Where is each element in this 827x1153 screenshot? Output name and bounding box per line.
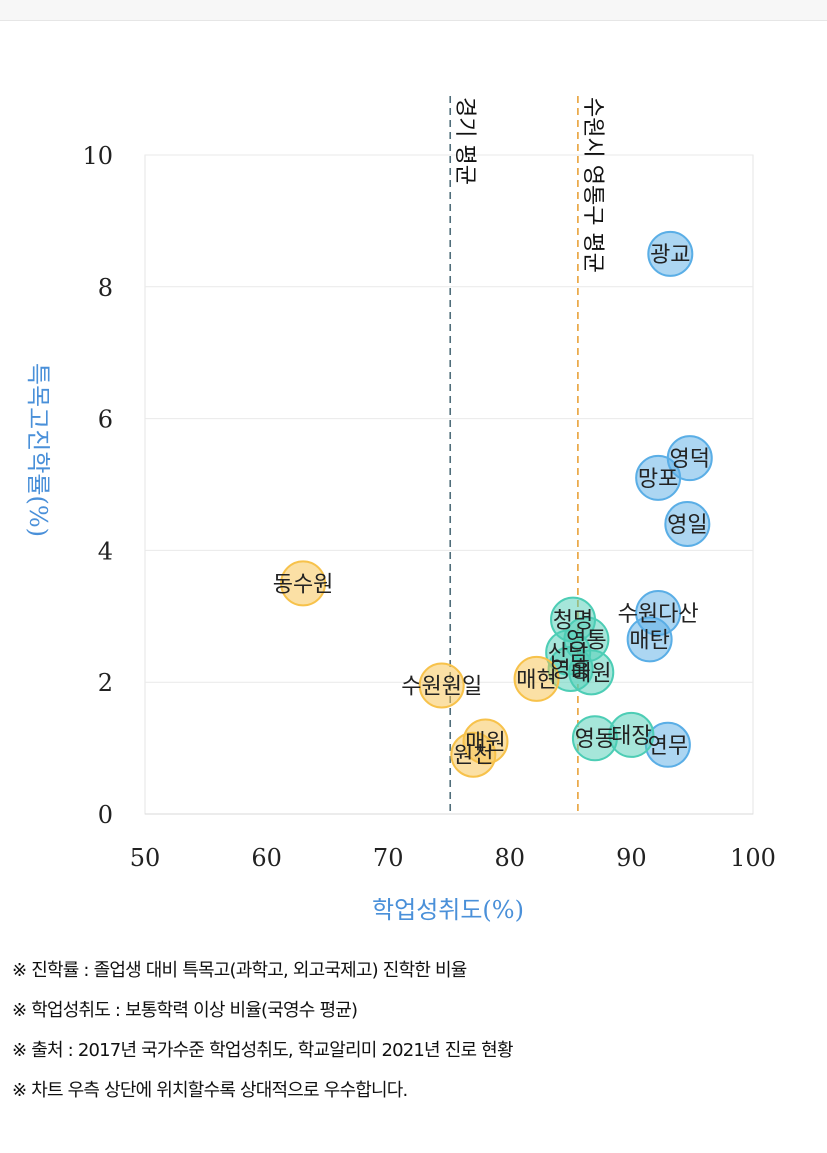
y-tick-label: 10 — [82, 142, 113, 170]
data-point-label: 영통 — [566, 628, 606, 653]
y-tick-label: 6 — [98, 406, 113, 434]
data-point-label: 매원 — [571, 661, 611, 686]
notes: ※ 진학률 : 졸업생 대비 특목고(과학고, 외고국제고) 진학한 비율 ※ … — [12, 958, 812, 1118]
data-point-label: 영덕 — [670, 447, 710, 472]
data-point-label: 연무 — [648, 734, 688, 759]
data-point-label: 원천 — [453, 744, 493, 769]
x-tick-label: 50 — [130, 844, 161, 872]
data-point-label: 매원 — [465, 731, 505, 756]
x-tick-label: 100 — [730, 844, 776, 872]
data-point — [647, 230, 694, 277]
data-point — [626, 616, 673, 663]
note-3: ※ 출처 : 2017년 국가수준 학업성취도, 학교알리미 2021년 진로 … — [12, 1040, 514, 1061]
x-tick-label: 80 — [495, 844, 526, 872]
data-point-label: 태장 — [611, 724, 651, 749]
data-point — [418, 662, 465, 709]
data-point-label: 망포 — [638, 467, 678, 492]
y-tick-label: 8 — [98, 274, 113, 302]
note-2: ※ 학업성취도 : 보통학력 이상 비율(국영수 평균) — [12, 1000, 358, 1021]
note-1: ※ 진학률 : 졸업생 대비 특목고(과학고, 외고국제고) 진학한 비율 — [12, 960, 467, 981]
y-tick-label: 0 — [98, 801, 113, 829]
data-point-label: 수원다산 — [618, 602, 699, 627]
data-point-label: 영동 — [575, 727, 615, 752]
data-point-label: 수원원일 — [401, 674, 482, 699]
axis-ticks: 0 2 4 6 8 10 50 60 70 80 90 100 — [82, 142, 775, 872]
data-point — [280, 560, 327, 607]
data-point-label: 영일 — [667, 513, 707, 538]
x-tick-label: 70 — [373, 844, 404, 872]
data-point-label: 매탄 — [629, 628, 669, 653]
y-axis-label: 특목고진학률(%) — [24, 363, 52, 537]
x-tick-label: 60 — [251, 844, 282, 872]
y-tick-label: 2 — [98, 669, 113, 697]
data-point — [608, 711, 655, 758]
data-point — [450, 731, 497, 778]
data-point — [568, 649, 615, 696]
data-point — [664, 501, 711, 548]
reference-line-label: 경기 평균 — [452, 97, 477, 185]
data-point — [513, 655, 560, 702]
x-tick-label: 90 — [616, 844, 647, 872]
data-point-label: 동수원 — [273, 572, 334, 597]
x-axis-label: 학업성취도(%) — [372, 896, 524, 924]
data-point-label: 광교 — [650, 243, 690, 268]
data-point-label: 매현 — [516, 668, 556, 693]
data-point-label: 산남 — [548, 642, 588, 667]
y-tick-label: 4 — [98, 537, 113, 565]
reference-line-label: 수원시 영통구 평균 — [580, 97, 605, 273]
top-bar — [0, 0, 827, 21]
reference-lines: 경기 평균 수원시 영통구 평균 — [449, 96, 605, 814]
data-point — [635, 454, 682, 501]
data-point-label: 영흥 — [550, 658, 590, 683]
grid — [144, 154, 754, 815]
data-point-label: 청명 — [553, 609, 593, 634]
note-4: ※ 차트 우측 상단에 위치할수록 상대적으로 우수합니다. — [12, 1080, 408, 1101]
